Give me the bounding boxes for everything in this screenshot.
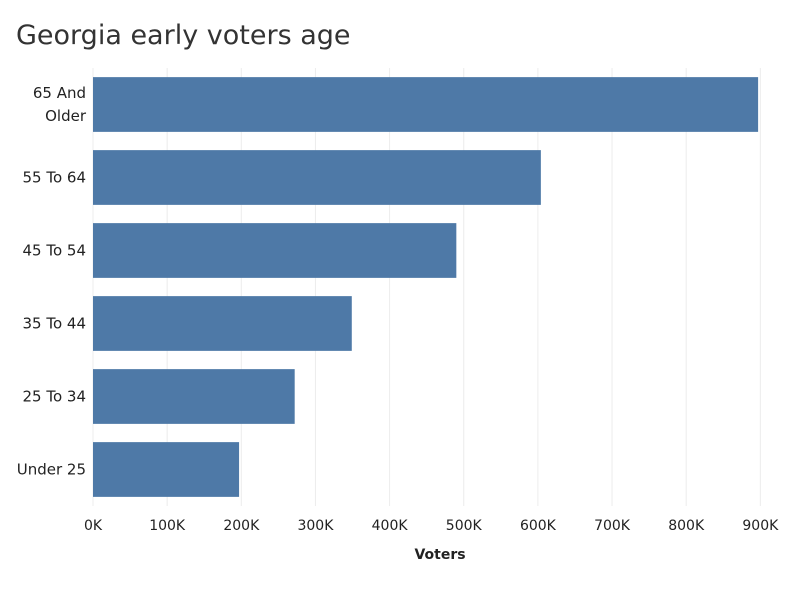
x-axis-title: Voters (414, 547, 465, 563)
category-label-line: 65 And (33, 84, 86, 102)
bar (93, 369, 295, 424)
category-label-line: 45 To 54 (22, 242, 86, 260)
category-label: 65 And Older (33, 84, 87, 125)
category-label: 35 To 44 (22, 315, 86, 333)
x-tick-label: 500K (446, 518, 483, 534)
gridlines (92, 68, 761, 506)
x-tick-label: 800K (668, 518, 705, 534)
x-tick-label: 900K (742, 518, 779, 534)
x-axis-ticks: 0K 100K 200K 300K 400K 500K 600K 700K 800K 900K (84, 518, 779, 534)
bar (93, 223, 457, 278)
category-labels: 65 And Older 55 To 64 45 To 54 35 To 44 25 To… (17, 84, 87, 479)
x-tick-label: 300K (297, 518, 334, 534)
bar (93, 150, 541, 205)
category-label-line: 25 To 34 (22, 388, 86, 406)
bars (93, 77, 759, 497)
x-tick-label: 600K (520, 518, 557, 534)
category-label-line: Older (45, 107, 87, 125)
category-label: 55 To 64 (22, 169, 86, 187)
category-label-line: 35 To 44 (22, 315, 86, 333)
bar (93, 296, 352, 351)
category-label: Under 25 (17, 461, 86, 479)
category-label: 45 To 54 (22, 242, 86, 260)
chart-title: Georgia early voters age (16, 20, 351, 51)
category-label-line: Under 25 (17, 461, 86, 479)
x-tick-label: 100K (149, 518, 186, 534)
x-tick-label: 0K (84, 518, 103, 534)
bar (93, 77, 759, 132)
x-tick-label: 700K (594, 518, 631, 534)
x-tick-label: 200K (223, 518, 260, 534)
category-label: 25 To 34 (22, 388, 86, 406)
category-label-line: 55 To 64 (22, 169, 86, 187)
x-tick-label: 400K (372, 518, 409, 534)
bar (93, 442, 240, 497)
